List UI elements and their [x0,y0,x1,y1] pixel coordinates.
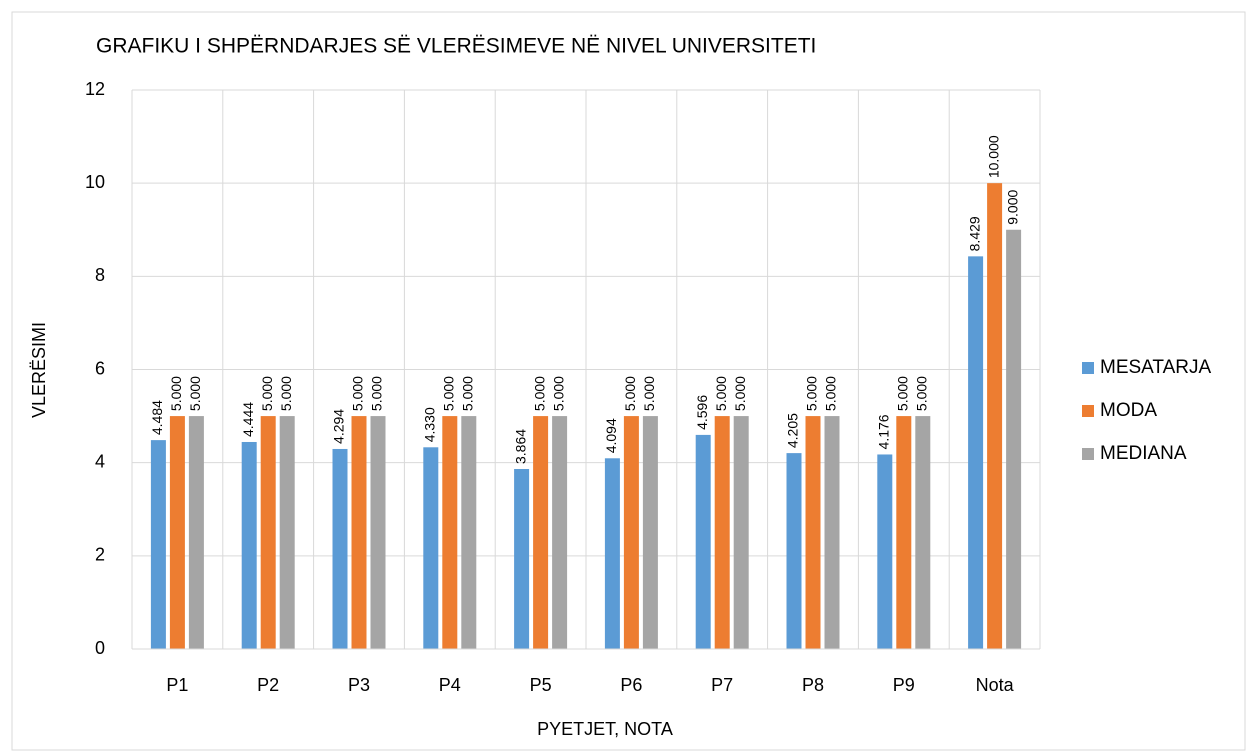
data-label: 9.000 [1004,190,1020,225]
legend-label: MEDIANA [1100,443,1187,464]
data-label: 5.000 [550,376,566,411]
y-tick-label: 12 [85,79,105,99]
data-label: 5.000 [713,376,729,411]
bar [461,416,477,649]
x-tick-label: P2 [257,675,279,695]
bar [642,416,658,649]
bar [714,416,730,649]
data-label: 5.000 [278,376,294,411]
legend-swatch [1082,405,1094,417]
bar [968,256,984,649]
bar [370,416,386,649]
bar [241,441,257,649]
bar [169,416,185,649]
bar [1006,229,1022,649]
data-label: 4.176 [876,414,892,449]
data-label: 5.000 [622,376,638,411]
legend-swatch [1082,448,1094,460]
bar [279,416,295,649]
bar [552,416,568,649]
data-label: 5.000 [460,376,476,411]
x-tick-label: Nota [976,675,1015,695]
data-label: 5.000 [895,376,911,411]
bar [332,448,348,649]
bar [623,416,639,649]
data-label: 4.484 [149,400,165,435]
data-label: 5.000 [531,376,547,411]
chart-title: GRAFIKU I SHPËRNDARJES SË VLERËSIMEVE NË… [96,35,816,58]
x-tick-label: P6 [620,675,642,695]
bar [915,416,931,649]
data-label: 5.000 [732,376,748,411]
bar [150,440,166,649]
x-tick-label: P9 [893,675,915,695]
data-label: 5.000 [804,376,820,411]
bar [733,416,749,649]
data-label: 4.330 [422,407,438,442]
data-label: 5.000 [350,376,366,411]
y-tick-label: 2 [95,545,105,565]
data-label: 5.000 [369,376,385,411]
y-tick-label: 8 [95,265,105,285]
data-label: 3.864 [512,429,528,464]
x-tick-label: P7 [711,675,733,695]
data-label: 5.000 [187,376,203,411]
x-axis-label: PYETJET, NOTA [537,719,673,739]
legend-label: MESATARJA [1100,357,1212,378]
data-label: 5.000 [259,376,275,411]
bar [514,469,530,649]
bar [260,416,276,649]
data-label: 5.000 [914,376,930,411]
bar [987,183,1003,649]
y-tick-label: 6 [95,358,105,378]
x-tick-label: P4 [439,675,461,695]
y-tick-label: 4 [95,451,105,471]
bar [824,416,840,649]
bar [786,453,802,649]
data-label: 4.294 [331,409,347,444]
data-label: 4.444 [240,402,256,437]
bar [533,416,549,649]
x-tick-label: P1 [166,675,188,695]
bar [423,447,439,649]
bar [604,458,620,649]
bar [877,454,893,649]
bar [695,434,711,649]
x-tick-label: P5 [530,675,552,695]
y-tick-label: 10 [85,172,105,192]
y-tick-label: 0 [95,638,105,658]
data-label: 8.429 [966,216,982,251]
bar [896,416,912,649]
bar [442,416,458,649]
data-label: 4.596 [694,395,710,430]
data-label: 5.000 [441,376,457,411]
data-label: 5.000 [641,376,657,411]
bar [805,416,821,649]
x-tick-label: P8 [802,675,824,695]
legend-swatch [1082,362,1094,374]
data-label: 5.000 [168,376,184,411]
x-tick-label: P3 [348,675,370,695]
bar [188,416,204,649]
data-label: 4.094 [603,418,619,453]
data-label: 5.000 [823,376,839,411]
data-label: 10.000 [985,135,1001,178]
y-axis-label: VLERËSIMI [29,322,49,418]
legend-label: MODA [1100,400,1157,421]
bar [351,416,367,649]
data-label: 4.205 [785,413,801,448]
